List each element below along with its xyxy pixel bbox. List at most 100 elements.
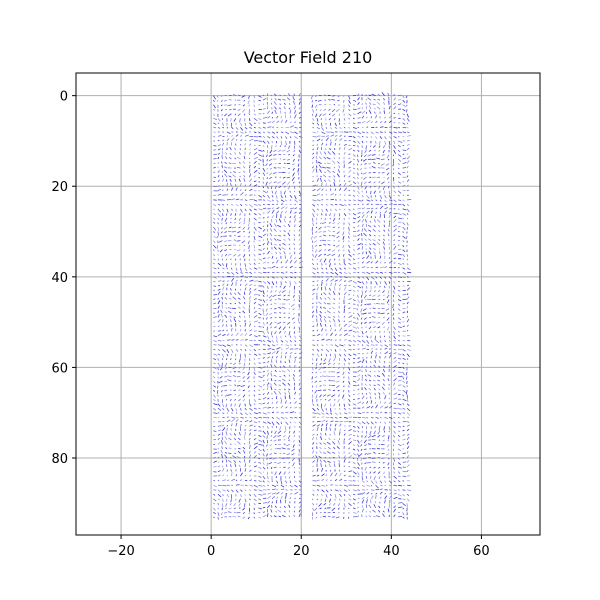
vector-arrow	[281, 306, 286, 309]
vector-arrow	[293, 373, 295, 377]
vector-arrow	[357, 360, 362, 364]
vector-arrow	[337, 104, 340, 106]
vector-arrow	[357, 117, 361, 119]
vector-arrow	[406, 267, 411, 271]
vector-arrow	[271, 215, 275, 219]
vector-arrow	[288, 331, 291, 336]
vector-arrow	[338, 451, 340, 454]
vector-arrow	[273, 382, 277, 386]
vector-arrow	[226, 203, 229, 206]
vector-arrow	[324, 298, 327, 300]
vector-arrow	[333, 298, 336, 300]
vector-arrow	[377, 509, 381, 513]
vector-arrow	[253, 421, 258, 424]
vector-arrow	[258, 126, 262, 129]
vector-arrow	[320, 177, 322, 182]
vector-arrow	[243, 166, 246, 169]
vector-arrow	[339, 498, 341, 501]
vector-arrow	[334, 208, 338, 212]
vector-arrow	[220, 222, 223, 225]
vector-arrow	[226, 138, 230, 142]
vector-arrow	[273, 238, 277, 241]
vector-arrow	[357, 401, 362, 405]
vector-arrow	[312, 474, 316, 477]
vector-arrow	[317, 161, 322, 164]
vector-arrow	[387, 466, 390, 469]
vector-arrow	[384, 136, 387, 140]
vector-arrow	[333, 181, 336, 187]
vector-arrow	[348, 298, 352, 300]
vector-arrow	[253, 461, 257, 463]
vector-arrow	[220, 235, 223, 238]
vector-arrow	[253, 503, 256, 506]
vector-arrow	[360, 158, 363, 162]
vector-arrow	[315, 155, 318, 160]
vector-arrow	[218, 380, 223, 384]
vector-arrow	[222, 194, 227, 196]
vector-arrow	[321, 142, 324, 146]
vector-arrow	[312, 305, 314, 309]
vector-arrow	[361, 281, 365, 285]
vector-arrow	[405, 235, 408, 240]
vector-arrow	[402, 258, 405, 260]
vector-arrow	[382, 368, 385, 373]
vector-arrow	[240, 183, 242, 187]
vector-arrow	[370, 210, 373, 214]
vector-arrow	[287, 382, 291, 386]
vector-arrow	[262, 242, 265, 246]
vector-arrow	[244, 463, 247, 468]
vector-arrow	[382, 186, 385, 191]
vector-arrow	[318, 367, 322, 371]
vector-arrow	[283, 94, 286, 97]
vector-arrow	[316, 286, 319, 291]
vector-arrow	[383, 326, 385, 329]
vector-arrow	[329, 433, 331, 436]
vector-arrow	[375, 421, 377, 424]
vector-arrow	[312, 175, 314, 178]
vector-arrow	[328, 503, 331, 506]
vector-arrow	[348, 244, 351, 249]
vector-arrow	[253, 249, 256, 252]
vector-arrow	[364, 462, 367, 465]
vector-arrow	[222, 474, 225, 477]
vector-arrow	[397, 416, 400, 419]
vector-arrow	[280, 140, 283, 145]
vector-arrow	[238, 367, 241, 369]
vector-arrow	[332, 302, 336, 305]
vector-arrow	[253, 184, 258, 187]
vector-arrow	[366, 271, 371, 275]
vector-arrow	[366, 492, 370, 495]
vector-arrow	[262, 186, 265, 189]
vector-arrow	[370, 489, 375, 491]
vector-arrow	[258, 149, 263, 152]
vector-arrow	[249, 444, 251, 450]
vector-arrow	[343, 407, 347, 410]
vector-arrow	[320, 516, 322, 518]
vector-arrow	[242, 310, 246, 314]
vector-arrow	[384, 261, 386, 264]
vector-arrow	[360, 317, 363, 320]
vector-arrow	[262, 239, 265, 241]
vector-arrow	[402, 502, 406, 507]
vector-arrow	[365, 471, 367, 474]
vector-arrow	[225, 108, 228, 111]
vector-arrow	[328, 384, 331, 386]
vector-arrow	[243, 217, 246, 223]
vector-arrow	[249, 450, 251, 454]
vector-arrow	[280, 399, 283, 404]
vector-arrow	[393, 514, 396, 518]
vector-arrow	[249, 204, 253, 208]
vector-arrow	[235, 349, 239, 352]
vector-arrow	[323, 108, 327, 111]
vector-arrow	[361, 331, 364, 335]
vector-arrow	[222, 479, 227, 482]
vector-arrow	[397, 321, 402, 324]
vector-arrow	[258, 108, 263, 111]
vector-arrow	[213, 95, 216, 100]
vector-arrow	[267, 256, 270, 260]
vector-arrow	[388, 257, 391, 259]
vector-arrow	[213, 217, 216, 220]
vector-arrow	[319, 442, 322, 445]
vector-arrow	[369, 290, 372, 293]
vector-arrow	[262, 163, 265, 167]
